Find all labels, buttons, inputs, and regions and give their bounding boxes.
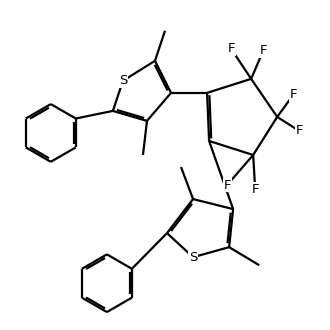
Text: S: S: [189, 251, 197, 264]
Text: F: F: [295, 124, 303, 137]
Text: F: F: [223, 179, 231, 191]
Text: F: F: [251, 182, 259, 196]
Text: F: F: [259, 44, 267, 57]
Text: S: S: [119, 74, 127, 87]
Text: F: F: [227, 42, 235, 55]
Text: F: F: [289, 88, 297, 101]
